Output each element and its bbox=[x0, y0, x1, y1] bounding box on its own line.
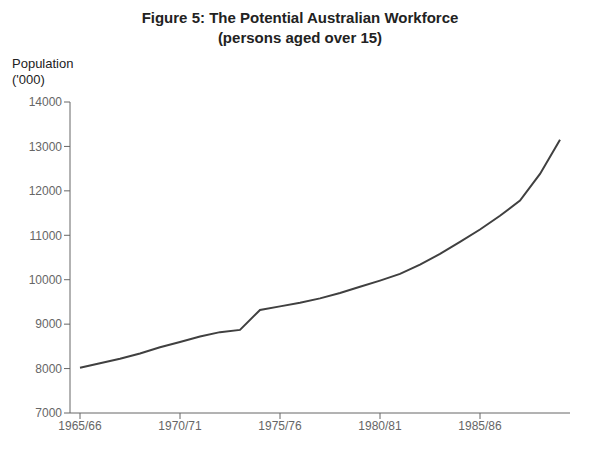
svg-text:1985/86: 1985/86 bbox=[458, 419, 502, 433]
html-text:Figure 5: The Potential Austra: Figure 5: The Potential Australian Workf… bbox=[141, 9, 459, 26]
svg-text:11000: 11000 bbox=[30, 229, 63, 243]
svg-text:7000: 7000 bbox=[35, 406, 62, 420]
svg-text:1965/66: 1965/66 bbox=[58, 419, 102, 433]
svg-text:10000: 10000 bbox=[29, 273, 63, 287]
svg-text:9000: 9000 bbox=[35, 317, 62, 331]
html-text:('000): ('000) bbox=[12, 72, 45, 87]
svg-text:1975/76: 1975/76 bbox=[258, 419, 302, 433]
svg-text:14000: 14000 bbox=[29, 95, 63, 109]
svg-text:8000: 8000 bbox=[35, 362, 62, 376]
svg-text:1970/71: 1970/71 bbox=[158, 419, 202, 433]
svg-text:12000: 12000 bbox=[29, 184, 63, 198]
svg-text:13000: 13000 bbox=[29, 140, 63, 154]
svg-text:1980/81: 1980/81 bbox=[358, 419, 402, 433]
html-text:Population: Population bbox=[12, 56, 74, 71]
html-text:(persons aged over 15): (persons aged over 15) bbox=[217, 29, 383, 46]
